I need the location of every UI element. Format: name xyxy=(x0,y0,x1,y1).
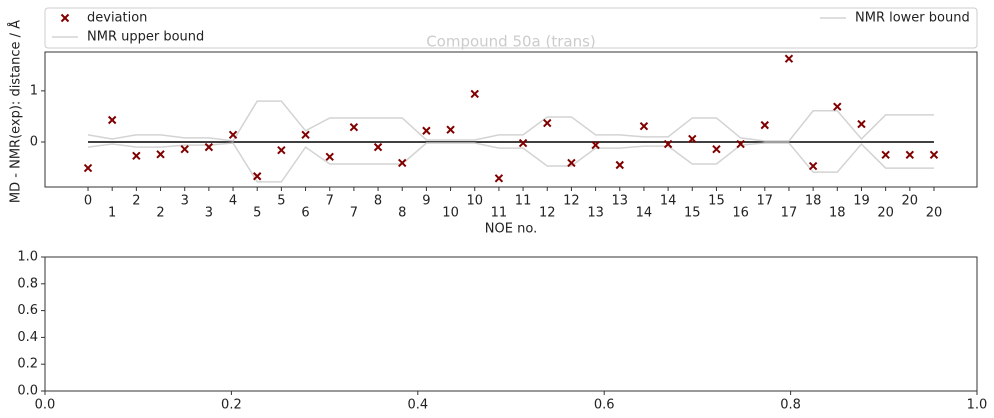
x-tick-label: 10 xyxy=(466,194,483,209)
x-tick-label: 0.8 xyxy=(780,398,801,413)
deviation-marker xyxy=(518,138,528,148)
deviation-marker xyxy=(905,150,915,159)
y-tick-label: 0 xyxy=(30,135,38,150)
legend-box xyxy=(44,7,978,49)
x-tick-label: 18 xyxy=(829,206,846,221)
x-tick-label: 17 xyxy=(757,194,774,209)
deviation-marker xyxy=(107,115,117,125)
x-tick-label: 8 xyxy=(398,206,406,221)
x-axis-label: NOE no. xyxy=(485,222,537,237)
deviation-marker xyxy=(470,89,479,99)
deviation-marker xyxy=(615,160,624,170)
y-tick-label: 0.4 xyxy=(17,330,38,345)
x-tick-label: 7 xyxy=(350,206,358,221)
x-tick-label: 0.2 xyxy=(221,398,242,413)
deviation-marker xyxy=(929,150,939,159)
deviation-marker xyxy=(228,130,238,140)
y-tick-label: 0.2 xyxy=(17,357,38,372)
y-tick-label: 1 xyxy=(30,83,38,98)
x-tick-label: 13 xyxy=(587,206,604,221)
x-tick-label: 5 xyxy=(277,194,285,209)
x-tick-label: 10 xyxy=(442,206,459,221)
deviation-marker xyxy=(736,139,745,149)
chart-title: Compound 50a (trans) xyxy=(426,33,596,51)
x-tick-label: 14 xyxy=(636,206,653,221)
deviation-marker xyxy=(543,118,552,128)
x-tick-label: 12 xyxy=(563,194,580,209)
deviation-marker xyxy=(373,142,383,152)
deviation-marker xyxy=(422,126,431,135)
x-tick-label: 8 xyxy=(374,194,382,209)
x-tick-label: 20 xyxy=(877,206,894,221)
deviation-marker xyxy=(567,158,576,168)
deviation-marker xyxy=(591,140,600,150)
x-tick-label: 4 xyxy=(229,194,237,209)
plot-area xyxy=(44,51,978,188)
x-tick-label: 11 xyxy=(515,194,532,209)
deviation-marker xyxy=(446,125,455,134)
bound-line xyxy=(87,142,934,183)
deviation-marker xyxy=(494,174,504,183)
plot-area xyxy=(44,256,978,392)
deviation-marker xyxy=(784,54,794,63)
bound-line xyxy=(87,100,934,142)
x-tick-label: 2 xyxy=(132,194,140,209)
x-tick-label: 14 xyxy=(660,194,677,209)
x-tick-label: 0 xyxy=(84,194,92,209)
deviation-marker xyxy=(156,150,165,159)
x-tick-label: 13 xyxy=(611,194,628,209)
x-tick-label: 15 xyxy=(708,194,725,209)
deviation-marker xyxy=(881,150,890,159)
x-tick-label: 9 xyxy=(422,194,430,209)
deviation-marker xyxy=(253,172,262,181)
deviation-marker xyxy=(277,145,286,155)
deviation-marker xyxy=(639,121,649,131)
x-tick-label: 11 xyxy=(491,206,508,221)
legend-label: NMR upper bound xyxy=(87,30,204,45)
y-tick-label: 1.0 xyxy=(17,250,38,265)
x-tick-label: 20 xyxy=(902,194,919,209)
deviation-marker xyxy=(712,144,721,154)
x-tick-label: 16 xyxy=(732,206,749,221)
deviation-marker xyxy=(808,161,818,171)
deviation-marker xyxy=(83,163,93,173)
x-tick-label: 0.6 xyxy=(594,398,615,413)
x-tick-label: 15 xyxy=(684,206,701,221)
x-tick-label: 17 xyxy=(781,206,798,221)
x-tick-label: 18 xyxy=(805,194,822,209)
deviation-marker xyxy=(180,144,189,154)
x-tick-label: 0.4 xyxy=(407,398,428,413)
x-tick-label: 5 xyxy=(253,206,261,221)
deviation-marker xyxy=(857,119,866,129)
deviation-marker xyxy=(663,139,673,149)
deviation-marker xyxy=(301,130,310,140)
deviation-marker xyxy=(760,120,769,130)
x-tick-label: 1.0 xyxy=(967,398,988,413)
y-tick-label: 0.6 xyxy=(17,303,38,318)
x-tick-label: 20 xyxy=(926,206,943,221)
deviation-marker xyxy=(833,102,842,111)
x-tick-label: 3 xyxy=(181,194,189,209)
x-tick-label: 6 xyxy=(301,206,309,221)
deviation-marker xyxy=(132,151,141,161)
y-axis-label: MD - NMR(exp): distance / Å xyxy=(8,20,24,203)
x-tick-label: 2 xyxy=(156,206,164,221)
deviation-marker xyxy=(204,142,214,152)
deviation-marker xyxy=(398,158,407,168)
x-tick-label: 1 xyxy=(108,206,116,221)
x-tick-label: 3 xyxy=(205,206,213,221)
legend-label: NMR lower bound xyxy=(855,11,970,26)
y-tick-label: 0.0 xyxy=(17,384,38,399)
x-tick-label: 0.0 xyxy=(35,398,56,413)
deviation-marker xyxy=(349,122,359,132)
deviation-marker xyxy=(688,134,697,144)
x-tick-label: 7 xyxy=(326,194,334,209)
legend-marker xyxy=(60,13,70,23)
legend-label: deviation xyxy=(87,11,147,26)
y-tick-label: 0.8 xyxy=(17,276,38,291)
deviation-marker xyxy=(325,152,334,162)
x-tick-label: 12 xyxy=(539,206,556,221)
x-tick-label: 19 xyxy=(853,194,870,209)
